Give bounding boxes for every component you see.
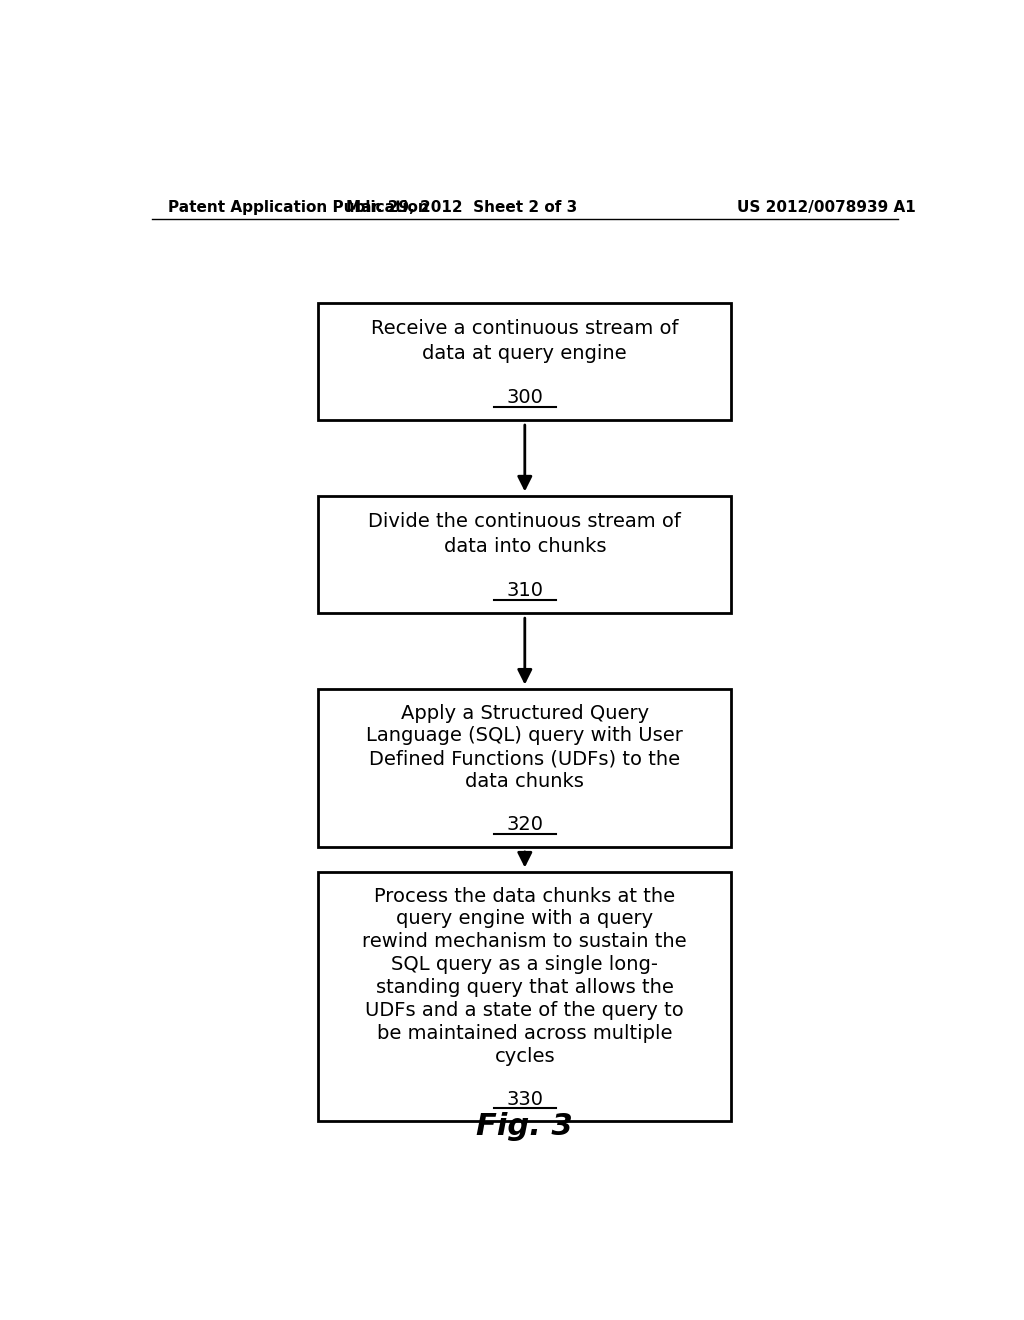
- Text: Fig. 3: Fig. 3: [476, 1111, 573, 1140]
- Text: data chunks: data chunks: [465, 772, 585, 791]
- Text: Language (SQL) query with User: Language (SQL) query with User: [367, 726, 683, 746]
- Text: Apply a Structured Query: Apply a Structured Query: [400, 704, 649, 722]
- Text: Mar. 29, 2012  Sheet 2 of 3: Mar. 29, 2012 Sheet 2 of 3: [346, 199, 577, 215]
- Text: Defined Functions (UDFs) to the: Defined Functions (UDFs) to the: [370, 750, 680, 768]
- Bar: [318, 873, 731, 1122]
- Bar: [318, 496, 731, 614]
- Text: cycles: cycles: [495, 1047, 555, 1065]
- Text: Divide the continuous stream of: Divide the continuous stream of: [369, 512, 681, 531]
- Text: be maintained across multiple: be maintained across multiple: [377, 1024, 673, 1043]
- Text: rewind mechanism to sustain the: rewind mechanism to sustain the: [362, 932, 687, 952]
- Text: US 2012/0078939 A1: US 2012/0078939 A1: [737, 199, 915, 215]
- Bar: [318, 304, 731, 420]
- Text: 320: 320: [506, 816, 544, 834]
- Text: 330: 330: [506, 1089, 544, 1109]
- Text: SQL query as a single long-: SQL query as a single long-: [391, 956, 658, 974]
- Text: 300: 300: [506, 388, 544, 408]
- Text: Receive a continuous stream of: Receive a continuous stream of: [371, 318, 679, 338]
- Bar: [318, 689, 731, 847]
- Text: Patent Application Publication: Patent Application Publication: [168, 199, 428, 215]
- Text: Process the data chunks at the: Process the data chunks at the: [374, 887, 676, 906]
- Text: query engine with a query: query engine with a query: [396, 909, 653, 928]
- Text: standing query that allows the: standing query that allows the: [376, 978, 674, 997]
- Text: UDFs and a state of the query to: UDFs and a state of the query to: [366, 1001, 684, 1020]
- Text: data into chunks: data into chunks: [443, 537, 606, 556]
- Text: 310: 310: [506, 581, 544, 601]
- Text: data at query engine: data at query engine: [423, 345, 627, 363]
